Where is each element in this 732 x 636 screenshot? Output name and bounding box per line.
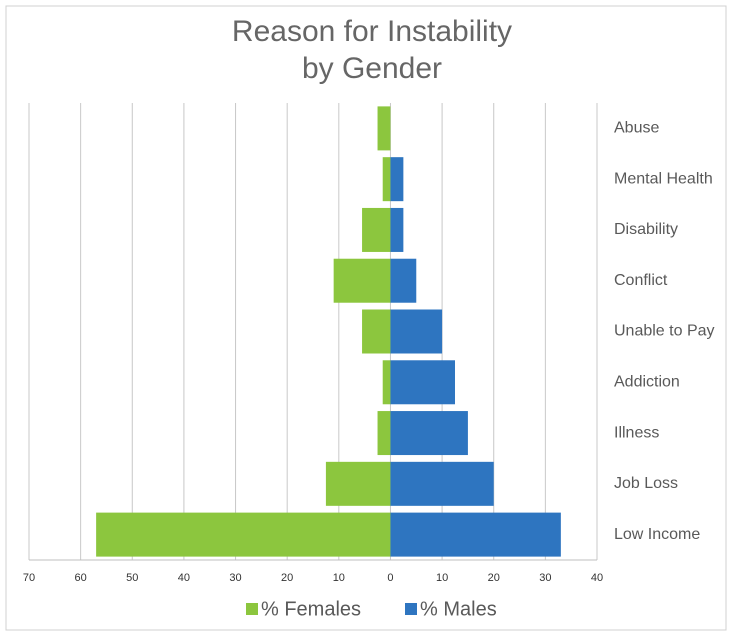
x-tick-label: 40 <box>591 572 603 584</box>
x-tick-label: 50 <box>126 572 138 584</box>
bar <box>390 512 561 557</box>
category-label: Mental Health <box>614 170 713 187</box>
category-label: Disability <box>614 221 678 238</box>
x-tick-label: 30 <box>229 572 241 584</box>
bar <box>390 411 468 456</box>
bar <box>325 461 391 506</box>
x-tick-label: 40 <box>178 572 190 584</box>
category-label: Illness <box>614 424 659 441</box>
x-tick-label: 10 <box>333 572 345 584</box>
bar <box>390 207 404 252</box>
chart-title: by Gender <box>302 52 442 85</box>
bar <box>377 106 391 151</box>
legend-swatch <box>405 603 417 615</box>
bar <box>390 157 404 202</box>
bar <box>390 258 417 303</box>
legend-label: % Females <box>261 598 361 620</box>
x-tick-label: 20 <box>281 572 293 584</box>
category-label: Conflict <box>614 272 668 289</box>
bar <box>96 512 391 557</box>
bar <box>390 461 494 506</box>
x-tick-label: 30 <box>539 572 551 584</box>
x-tick-label: 10 <box>436 572 448 584</box>
bar <box>362 309 391 354</box>
category-label: Abuse <box>614 120 659 137</box>
legend-label: % Males <box>420 598 497 620</box>
bar <box>377 411 391 456</box>
category-label: Unable to Pay <box>614 323 715 340</box>
bar <box>333 258 391 303</box>
chart-title: Reason for Instability <box>232 15 512 48</box>
bar <box>382 157 391 202</box>
category-label: Addiction <box>614 373 680 390</box>
bar <box>362 207 391 252</box>
x-tick-label: 60 <box>75 572 87 584</box>
bar <box>382 360 391 405</box>
bar <box>390 360 455 405</box>
legend-swatch <box>246 603 258 615</box>
x-tick-label: 70 <box>23 572 35 584</box>
bar <box>390 309 443 354</box>
x-tick-label: 0 <box>387 572 393 584</box>
x-tick-label: 20 <box>488 572 500 584</box>
category-label: Low Income <box>614 526 700 543</box>
category-label: Job Loss <box>614 475 678 492</box>
